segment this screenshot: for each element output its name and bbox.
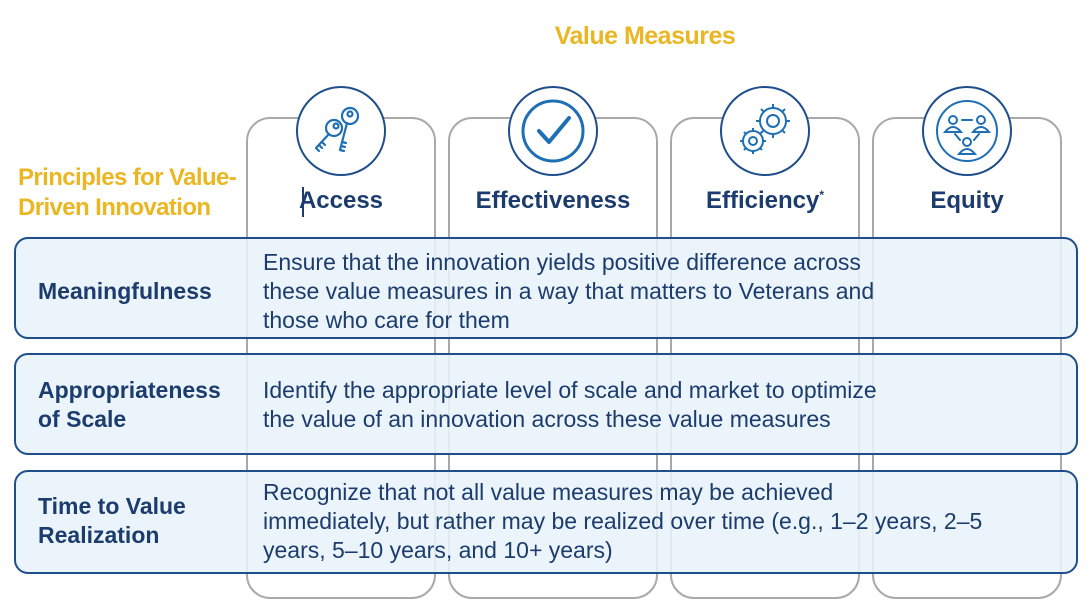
row-text-line1: Ensure that the innovation yields positi… (263, 249, 861, 275)
row-label-meaningfulness: Meaningfulness (38, 277, 212, 306)
keys-icon (296, 86, 386, 176)
row-description-meaningfulness: Ensure that the innovation yields positi… (263, 248, 874, 335)
row-text-line1: Recognize that not all value measures ma… (263, 479, 834, 505)
column-label-efficiency: Efficiency* (670, 187, 860, 215)
row-text-line1: Identify the appropriate level of scale … (263, 377, 877, 403)
principles-title-line2: Driven Innovation (18, 194, 211, 221)
row-text-line2: immediately, but rather may be realized … (263, 508, 983, 534)
gears-icon (720, 86, 810, 176)
column-label-equity: Equity (930, 187, 1004, 214)
row-label-time-to-value-realization: Time to Value Realization (38, 492, 186, 550)
row-label-line2: Realization (38, 522, 160, 548)
row-time-to-value-realization: Time to Value Realization Recognize that… (14, 470, 1078, 574)
efficiency-label-text: Efficiency (705, 187, 820, 214)
principles-title-line1: Principles for Value- (18, 164, 237, 191)
row-description-time-to-value-realization: Recognize that not all value measures ma… (263, 478, 982, 565)
row-appropriateness-of-scale: Appropriateness of Scale Identify the ap… (14, 353, 1078, 455)
text-cursor (302, 187, 304, 217)
row-text-line3: those who care for them (263, 307, 510, 333)
row-label-appropriateness-of-scale: Appropriateness of Scale (38, 376, 221, 434)
row-label-line2: of Scale (38, 406, 127, 432)
column-label-effectiveness: Effectiveness (475, 187, 631, 214)
checkmark-icon (508, 86, 598, 176)
principles-title: Principles for Value- Driven Innovation (18, 163, 248, 223)
row-label-line1: Time to Value (38, 493, 186, 519)
row-meaningfulness: Meaningfulness Ensure that the innovatio… (14, 237, 1078, 339)
column-label-access: Access (298, 187, 384, 214)
row-text-line2: the value of an innovation across these … (263, 406, 831, 432)
row-label-line1: Meaningfulness (38, 278, 212, 304)
row-text-line2: these value measures in a way that matte… (263, 278, 875, 304)
people-network-icon (922, 86, 1012, 176)
row-text-line3: years, 5–10 years, and 10+ years) (263, 537, 613, 563)
efficiency-asterisk: * (819, 188, 825, 202)
row-description-appropriateness-of-scale: Identify the appropriate level of scale … (263, 376, 877, 434)
row-label-line1: Appropriateness (38, 377, 221, 403)
value-measures-title: Value Measures (554, 22, 736, 50)
